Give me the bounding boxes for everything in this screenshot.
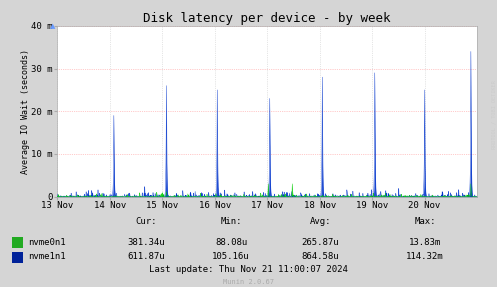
Text: RRDTOOL / TOBI OETIKER: RRDTOOL / TOBI OETIKER [491,80,496,149]
Text: 611.87u: 611.87u [128,252,166,261]
Text: 265.87u: 265.87u [302,238,339,247]
Text: Munin 2.0.67: Munin 2.0.67 [223,279,274,284]
Text: 13.83m: 13.83m [409,238,441,247]
Text: 88.08u: 88.08u [215,238,247,247]
Text: 105.16u: 105.16u [212,252,250,261]
Text: Max:: Max: [414,217,436,226]
Text: 114.32m: 114.32m [406,252,444,261]
Text: nvme0n1: nvme0n1 [28,238,66,247]
Text: Last update: Thu Nov 21 11:00:07 2024: Last update: Thu Nov 21 11:00:07 2024 [149,265,348,274]
Text: 381.34u: 381.34u [128,238,166,247]
Text: Cur:: Cur: [136,217,158,226]
Text: Min:: Min: [220,217,242,226]
Text: Avg:: Avg: [310,217,331,226]
Text: nvme1n1: nvme1n1 [28,252,66,261]
Text: ▲: ▲ [50,23,55,29]
Title: Disk latency per device - by week: Disk latency per device - by week [144,12,391,25]
Y-axis label: Average IO Wait (seconds): Average IO Wait (seconds) [21,49,30,174]
Text: 864.58u: 864.58u [302,252,339,261]
